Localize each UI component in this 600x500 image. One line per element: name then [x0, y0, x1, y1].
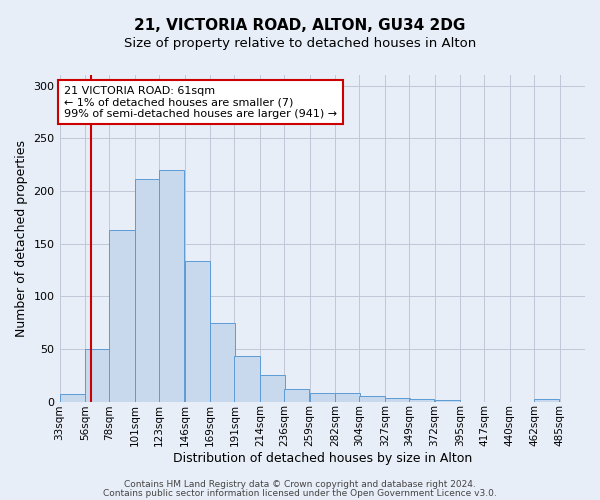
X-axis label: Distribution of detached houses by size in Alton: Distribution of detached houses by size …	[173, 452, 472, 465]
Bar	[159, 170, 184, 402]
Bar	[85, 349, 110, 402]
Text: 21 VICTORIA ROAD: 61sqm
← 1% of detached houses are smaller (7)
99% of semi-deta: 21 VICTORIA ROAD: 61sqm ← 1% of detached…	[64, 86, 337, 118]
Bar	[385, 398, 410, 402]
Text: 21, VICTORIA ROAD, ALTON, GU34 2DG: 21, VICTORIA ROAD, ALTON, GU34 2DG	[134, 18, 466, 32]
Bar	[310, 393, 335, 402]
Bar	[210, 322, 235, 402]
Bar	[60, 394, 85, 402]
Bar	[185, 262, 210, 402]
Text: Contains public sector information licensed under the Open Government Licence v3: Contains public sector information licen…	[103, 488, 497, 498]
Bar	[435, 400, 460, 402]
Bar	[335, 393, 360, 402]
Bar	[135, 180, 160, 402]
Bar	[409, 400, 434, 402]
Bar	[235, 356, 260, 402]
Bar	[534, 400, 559, 402]
Bar	[359, 396, 385, 402]
Bar	[260, 375, 285, 402]
Text: Contains HM Land Registry data © Crown copyright and database right 2024.: Contains HM Land Registry data © Crown c…	[124, 480, 476, 489]
Bar	[284, 389, 310, 402]
Bar	[109, 230, 134, 402]
Text: Size of property relative to detached houses in Alton: Size of property relative to detached ho…	[124, 38, 476, 51]
Y-axis label: Number of detached properties: Number of detached properties	[15, 140, 28, 337]
